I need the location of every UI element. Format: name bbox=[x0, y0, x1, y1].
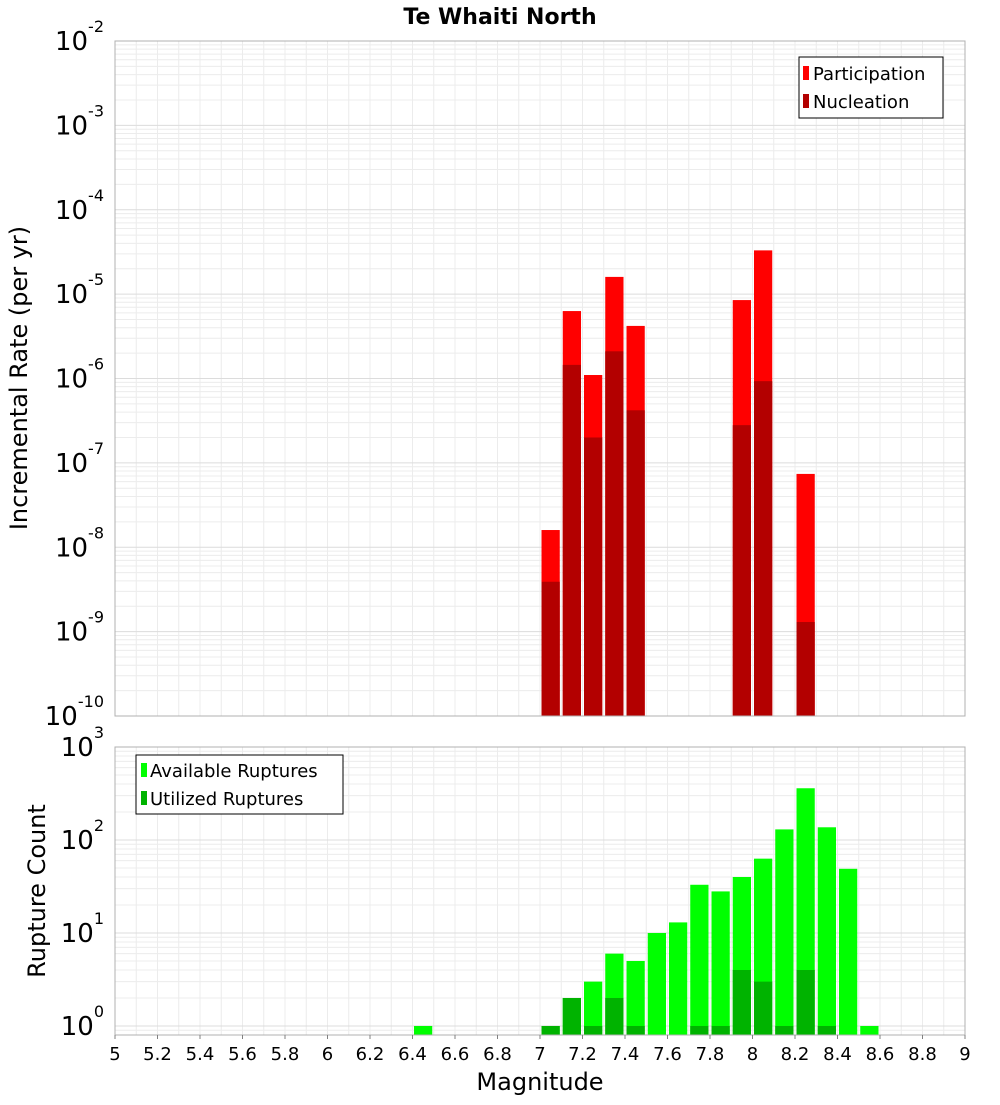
utilized-ruptures-bar bbox=[796, 969, 815, 1035]
utilized-ruptures-bar bbox=[541, 1025, 560, 1035]
x-tick-label: 6.6 bbox=[441, 1044, 470, 1065]
x-tick-label: 8.6 bbox=[866, 1044, 895, 1065]
x-axis-label: Magnitude bbox=[476, 1068, 603, 1096]
bottom-y-tick-label: 100 bbox=[61, 1002, 104, 1042]
x-tick-label: 6 bbox=[322, 1044, 333, 1065]
x-tick-label: 5.6 bbox=[228, 1044, 257, 1065]
top-y-ticks: 10-10 10-9 10-8 10-7 10-6 10-5 10-4 10-3 10-2 bbox=[45, 17, 104, 732]
legend-swatch-utilized bbox=[141, 791, 147, 805]
bottom-y-axis-label: Rupture Count bbox=[23, 804, 51, 978]
available-ruptures-bar bbox=[626, 960, 645, 1035]
x-tick-label: 6.2 bbox=[356, 1044, 385, 1065]
x-tick-label: 5.2 bbox=[143, 1044, 172, 1065]
legend-swatch-participation bbox=[803, 66, 809, 80]
utilized-ruptures-bar bbox=[711, 1025, 730, 1035]
top-plot-frame bbox=[114, 40, 966, 717]
nucleation-bar bbox=[584, 437, 603, 716]
available-ruptures-bar bbox=[584, 981, 603, 1035]
bottom-x-ticks: 5 5.2 5.4 5.6 5.8 6 6.2 6.4 6.6 6.8 7 7.2 7.4 7.6 7.8 8… bbox=[109, 1035, 971, 1065]
legend-label-utilized: Utilized Ruptures bbox=[150, 789, 303, 810]
available-ruptures-bar bbox=[817, 827, 836, 1035]
utilized-ruptures-bar bbox=[754, 981, 773, 1035]
nucleation-bar bbox=[796, 622, 815, 716]
x-tick-label: 7.2 bbox=[568, 1044, 597, 1065]
top-y-tick-label: 10-9 bbox=[55, 608, 104, 648]
x-tick-label: 5 bbox=[109, 1044, 120, 1065]
top-panel: 10-10 10-9 10-8 10-7 10-6 10-5 10-4 10-3 10-2 In… bbox=[5, 17, 966, 732]
top-y-tick-label: 10-6 bbox=[55, 355, 104, 395]
available-ruptures-bar bbox=[414, 1025, 433, 1035]
utilized-ruptures-bar bbox=[605, 997, 624, 1035]
x-tick-label: 8.2 bbox=[781, 1044, 810, 1065]
legend-label-available: Available Ruptures bbox=[150, 761, 318, 782]
utilized-ruptures-bar bbox=[562, 997, 581, 1035]
bottom-panel: 100 101 102 103 5 5.2 5.4 5.6 5.8 6 6.2 6.4 6.6 6.8 7… bbox=[23, 723, 971, 1096]
bottom-legend-box bbox=[135, 754, 344, 815]
nucleation-bar bbox=[732, 425, 751, 716]
top-grid bbox=[114, 40, 966, 717]
utilized-ruptures-bar bbox=[817, 1025, 836, 1035]
legend-swatch-nucleation bbox=[803, 94, 809, 108]
nucleation-bar bbox=[541, 581, 560, 716]
nucleation-bar bbox=[605, 351, 624, 716]
x-tick-label: 6.8 bbox=[483, 1044, 512, 1065]
utilized-ruptures-bar bbox=[732, 969, 751, 1035]
x-tick-label: 7.4 bbox=[611, 1044, 640, 1065]
utilized-ruptures-bar bbox=[775, 1025, 794, 1035]
bottom-y-tick-label: 101 bbox=[61, 909, 104, 949]
utilized-ruptures-bar bbox=[584, 1025, 603, 1035]
top-y-axis-label: Incremental Rate (per yr) bbox=[5, 226, 33, 530]
nucleation-bar bbox=[562, 364, 581, 716]
x-tick-label: 5.8 bbox=[271, 1044, 300, 1065]
bottom-legend: Available Ruptures Utilized Ruptures bbox=[135, 754, 344, 815]
bottom-y-tick-label: 103 bbox=[61, 723, 104, 763]
utilized-ruptures-bar bbox=[626, 1025, 645, 1035]
top-legend-box bbox=[798, 56, 944, 119]
top-y-tick-label: 10-5 bbox=[55, 270, 104, 310]
x-tick-label: 8.8 bbox=[908, 1044, 937, 1065]
available-ruptures-bar bbox=[775, 829, 794, 1035]
x-tick-label: 7.6 bbox=[653, 1044, 682, 1065]
available-ruptures-bar bbox=[839, 868, 858, 1035]
utilized-ruptures-bar bbox=[690, 1025, 709, 1035]
legend-swatch-available bbox=[141, 763, 147, 777]
bottom-y-ticks: 100 101 102 103 bbox=[61, 723, 104, 1042]
top-y-tick-label: 10-8 bbox=[55, 523, 104, 563]
top-y-tick-label: 10-3 bbox=[55, 101, 104, 141]
nucleation-bar bbox=[626, 410, 645, 716]
top-y-tick-label: 10-7 bbox=[55, 439, 104, 479]
x-tick-label: 6.4 bbox=[398, 1044, 427, 1065]
available-ruptures-bar bbox=[711, 891, 730, 1035]
x-tick-label: 7.8 bbox=[696, 1044, 725, 1065]
x-tick-label: 5.4 bbox=[186, 1044, 215, 1065]
available-ruptures-bar bbox=[669, 922, 688, 1035]
bottom-bars bbox=[414, 788, 879, 1035]
nucleation-bar bbox=[754, 381, 773, 716]
top-legend: Participation Nucleation bbox=[798, 56, 944, 119]
top-bars bbox=[541, 250, 815, 717]
top-y-tick-label: 10-10 bbox=[45, 692, 104, 732]
top-y-tick-label: 10-2 bbox=[55, 17, 104, 57]
top-y-tick-label: 10-4 bbox=[55, 186, 104, 226]
x-tick-label: 9 bbox=[959, 1044, 970, 1065]
x-tick-label: 8.4 bbox=[823, 1044, 852, 1065]
available-ruptures-bar bbox=[690, 884, 709, 1035]
x-tick-label: 8 bbox=[747, 1044, 758, 1065]
available-ruptures-bar bbox=[647, 932, 666, 1035]
x-tick-label: 7 bbox=[534, 1044, 545, 1065]
legend-label-participation: Participation bbox=[813, 64, 925, 85]
available-ruptures-bar bbox=[860, 1025, 879, 1035]
bottom-y-tick-label: 102 bbox=[61, 816, 104, 856]
chart-title: Te Whaiti North bbox=[403, 5, 596, 30]
legend-label-nucleation: Nucleation bbox=[813, 92, 909, 113]
